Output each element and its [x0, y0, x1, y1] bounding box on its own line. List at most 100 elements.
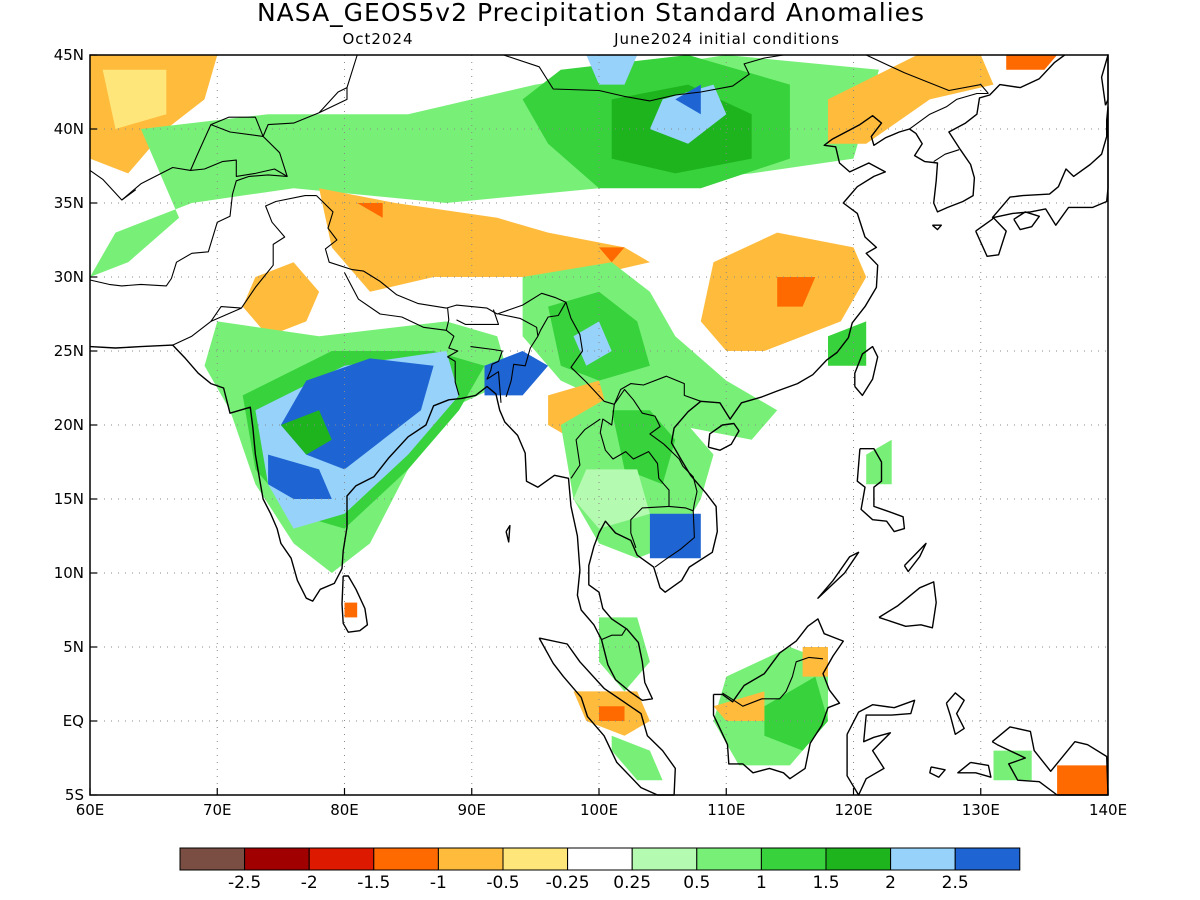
colorbar-label: 2.5 [942, 873, 969, 893]
coastlines [89, 54, 1109, 796]
anomaly-taiwan-coast-wet [828, 321, 867, 366]
initial-conditions: June2024 initial conditions [613, 30, 840, 48]
country-border [933, 149, 960, 163]
colorbar-label: 0.25 [613, 873, 651, 893]
lat-tick-label: 5N [63, 638, 84, 656]
anomaly-cambodia-blue [649, 513, 701, 559]
island-coastline [712, 618, 844, 780]
anomaly-thailand-lightgreen [573, 469, 650, 529]
island-coastline [707, 422, 740, 451]
anomaly-pakistan-dry [242, 262, 320, 337]
country-border [865, 54, 989, 94]
island-coastline [846, 699, 916, 796]
colorbar-swatch [696, 847, 762, 871]
anomaly-sumatra-dry-core [599, 706, 625, 721]
island-coastline [929, 766, 946, 778]
country-border [121, 189, 137, 201]
colorbar-label: -0.5 [486, 873, 519, 893]
anomaly-sumatra-south-wet [611, 735, 663, 781]
country-border [630, 505, 670, 548]
lat-tick-label: 25N [54, 342, 84, 360]
country-border [722, 656, 824, 707]
graticule [90, 55, 1108, 795]
anomaly-philippines-wet [866, 439, 892, 485]
mainland-coastline [89, 54, 1066, 701]
island-coastline [957, 761, 992, 778]
country-border [189, 124, 212, 171]
lat-tick-label: 20N [54, 416, 84, 434]
colorbar-swatch [567, 847, 633, 871]
colorbar-swatch [244, 847, 310, 871]
country-border [537, 301, 567, 337]
country-border [613, 388, 698, 511]
lat-tick-label: 15N [54, 490, 84, 508]
island-coastline [991, 106, 1109, 226]
anomaly-japan-north-dry [1006, 55, 1058, 70]
lat-tick-label: EQ [63, 712, 84, 730]
anomaly-india-south-blue [268, 454, 332, 499]
anomaly-sri-lanka-dry [344, 602, 358, 618]
lat-tick-label: 40N [54, 120, 84, 138]
longitude-axis: 60E 70E 80E 90E 100E 110E 120E 130E 140E [76, 788, 1127, 819]
colorbar-label: -0.25 [546, 873, 590, 893]
country-border [445, 329, 460, 396]
country-border [344, 272, 450, 331]
anomaly-new-guinea-dry [1057, 765, 1108, 795]
colorbar-legend: -2.5 -2 -1.5 -1 -0.5 -0.25 0.25 0.5 1 1.5 2 2.5 [179, 847, 1021, 893]
colorbar-swatch [760, 847, 827, 871]
anomaly-tibet-dry [319, 188, 650, 292]
lon-tick-label: 120E [834, 801, 872, 819]
lon-tick-label: 70E [203, 801, 232, 819]
colorbar-swatch [437, 847, 504, 871]
lon-tick-label: 90E [457, 801, 486, 819]
island-coastline [856, 448, 906, 533]
anomaly-mongolia-blue [675, 84, 701, 115]
anomaly-east-china-dry-core [777, 277, 816, 307]
colorbar-swatch [631, 847, 698, 871]
anomaly-myanmar-blue [484, 351, 549, 396]
country-border [210, 116, 264, 137]
colorbar-label: 0.5 [683, 873, 710, 893]
anomaly-malaya-wet [599, 617, 650, 692]
anomaly-yunnan-lightblue [573, 321, 612, 366]
anomaly-india-green-core [280, 410, 332, 455]
country-border [318, 87, 348, 114]
island-coastline [1100, 54, 1109, 106]
colorbar-label: 1 [756, 873, 767, 893]
anomaly-tibet-dry-core [357, 203, 383, 218]
island-coastline [945, 692, 965, 735]
lon-tick-label: 140E [1089, 801, 1127, 819]
colorbar-label: 2 [885, 873, 896, 893]
colorbar-swatch [890, 847, 956, 871]
lon-tick-label: 60E [76, 801, 105, 819]
country-border [570, 418, 601, 479]
country-border [89, 174, 288, 287]
figure-title: NASA_GEOS5v2 Precipitation Standard Anom… [257, 0, 925, 27]
colorbar-swatch [308, 847, 375, 871]
island-coastline [1013, 211, 1041, 231]
lat-tick-label: 45N [54, 46, 84, 64]
colorbar-label: 1.5 [812, 873, 839, 893]
lat-tick-label: 10N [54, 564, 84, 582]
lat-tick-label: 5S [65, 786, 84, 804]
lat-tick-label: 30N [54, 268, 84, 286]
island-coastline [903, 542, 927, 573]
country-border [89, 54, 358, 201]
country-border [210, 307, 242, 322]
island-coastline [975, 217, 1007, 257]
island-coastline [878, 581, 937, 629]
colorbar-label: -1 [430, 873, 447, 893]
anomaly-field [90, 55, 1108, 795]
lat-tick-label: 35N [54, 194, 84, 212]
country-border [909, 92, 989, 130]
island-coastline [931, 224, 942, 231]
anomaly-korea-dry [828, 55, 994, 144]
island-coastline [854, 345, 879, 397]
anomaly-west-asia-dry-core [102, 69, 167, 129]
forecast-month: Oct2024 [342, 30, 413, 48]
anomaly-new-guinea-wet [993, 750, 1032, 781]
colorbar-label: -2 [301, 873, 318, 893]
country-border [172, 195, 317, 346]
country-border [599, 404, 695, 568]
